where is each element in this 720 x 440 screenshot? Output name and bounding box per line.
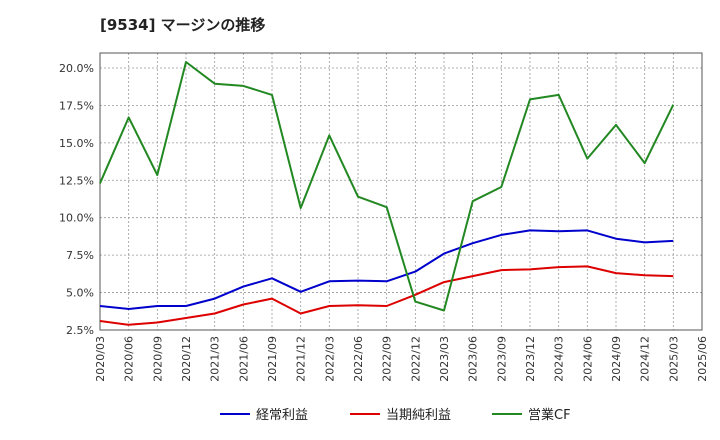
y-tick-label: 15.0% bbox=[59, 137, 94, 150]
x-tick-label: 2023/03 bbox=[438, 336, 451, 382]
x-tick-label: 2024/12 bbox=[639, 336, 652, 382]
series-lines bbox=[99, 61, 675, 326]
x-tick-label: 2022/12 bbox=[409, 336, 422, 382]
x-tick-label: 2024/06 bbox=[581, 336, 594, 382]
x-tick-label: 2022/06 bbox=[352, 336, 365, 382]
x-tick-label: 2022/03 bbox=[323, 336, 336, 382]
x-tick-label: 2022/09 bbox=[381, 336, 394, 382]
x-tick-label: 2021/06 bbox=[237, 336, 250, 382]
x-tick-label: 2020/03 bbox=[94, 336, 107, 382]
x-tick-label: 2020/06 bbox=[123, 336, 136, 382]
x-tick-labels: 2020/03 2020/06 2020/09 2020/12 2021/03 2021/… bbox=[94, 336, 709, 382]
x-tick-label: 2023/09 bbox=[495, 336, 508, 382]
legend-label: 営業CF bbox=[528, 407, 571, 423]
x-tick-label: 2021/03 bbox=[209, 336, 222, 382]
x-tick-label: 2023/12 bbox=[524, 336, 537, 382]
y-tick-label: 20.0% bbox=[59, 62, 94, 75]
x-tick-label: 2025/06 bbox=[696, 336, 709, 382]
grid-lines bbox=[99, 53, 703, 331]
x-tick-label: 2021/12 bbox=[295, 336, 308, 382]
x-tick-label: 2023/06 bbox=[467, 336, 480, 382]
legend-label: 当期純利益 bbox=[386, 408, 451, 423]
series-line-2 bbox=[99, 265, 674, 326]
y-tick-label: 17.5% bbox=[59, 99, 94, 112]
y-tick-label: 7.5% bbox=[66, 249, 94, 262]
chart-title: [9534] マージンの推移 bbox=[100, 16, 266, 34]
y-tick-labels: 2.5% 5.0% 7.5% 10.0% 12.5% 15.0% 17.5% 20.0% bbox=[59, 62, 94, 337]
plot-frame bbox=[99, 52, 703, 331]
series-line-1 bbox=[99, 229, 674, 310]
y-tick-label: 12.5% bbox=[59, 174, 94, 187]
series-line-3 bbox=[99, 61, 675, 312]
x-tick-label: 2020/12 bbox=[180, 336, 193, 382]
legend: 経常利益 当期純利益 営業CF bbox=[220, 407, 571, 423]
x-tick-label: 2024/03 bbox=[553, 336, 566, 382]
x-tick-label: 2020/09 bbox=[151, 336, 164, 382]
y-tick-label: 2.5% bbox=[66, 324, 94, 337]
y-tick-label: 10.0% bbox=[59, 212, 94, 225]
x-tick-label: 2025/03 bbox=[667, 336, 680, 382]
y-tick-label: 5.0% bbox=[66, 287, 94, 300]
x-tick-label: 2021/09 bbox=[266, 336, 279, 382]
legend-label: 経常利益 bbox=[256, 408, 308, 423]
x-tick-label: 2024/09 bbox=[610, 336, 623, 382]
